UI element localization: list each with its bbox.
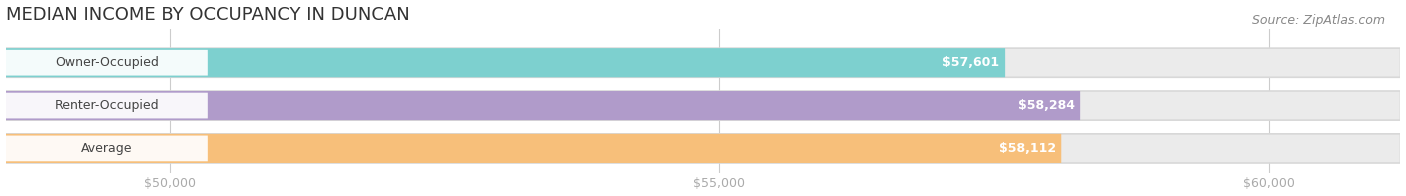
FancyBboxPatch shape <box>6 91 1400 120</box>
Text: MEDIAN INCOME BY OCCUPANCY IN DUNCAN: MEDIAN INCOME BY OCCUPANCY IN DUNCAN <box>6 5 409 24</box>
FancyBboxPatch shape <box>6 50 208 76</box>
FancyBboxPatch shape <box>6 136 208 161</box>
Text: Renter-Occupied: Renter-Occupied <box>55 99 159 112</box>
Text: $58,284: $58,284 <box>1018 99 1074 112</box>
Text: $58,112: $58,112 <box>998 142 1056 155</box>
FancyBboxPatch shape <box>6 134 1400 163</box>
Text: Average: Average <box>82 142 132 155</box>
Text: $57,601: $57,601 <box>942 56 1000 69</box>
Text: Source: ZipAtlas.com: Source: ZipAtlas.com <box>1251 14 1385 27</box>
FancyBboxPatch shape <box>6 48 1005 77</box>
FancyBboxPatch shape <box>6 91 1080 120</box>
FancyBboxPatch shape <box>6 93 208 118</box>
FancyBboxPatch shape <box>6 134 1062 163</box>
Text: Owner-Occupied: Owner-Occupied <box>55 56 159 69</box>
FancyBboxPatch shape <box>6 48 1400 77</box>
